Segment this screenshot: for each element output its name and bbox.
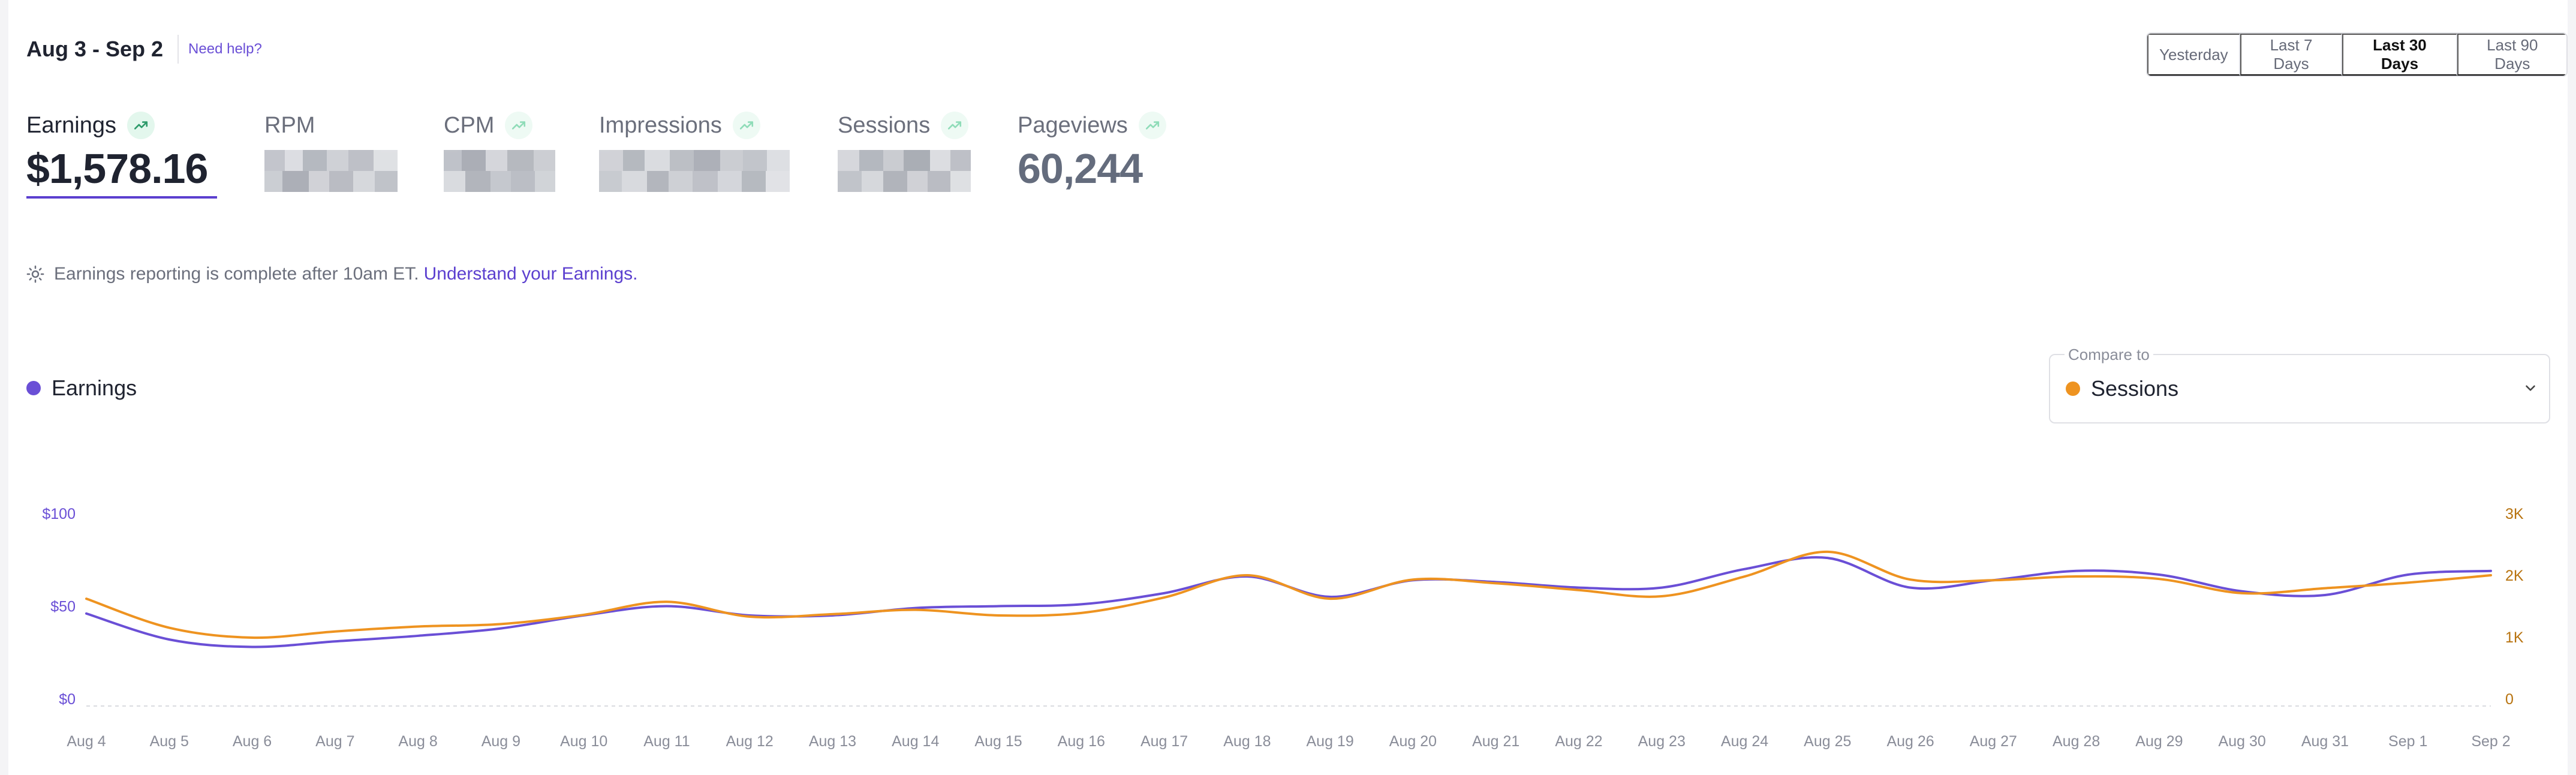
- dashboard-panel: Aug 3 - Sep 2 Need help? Yesterday Last …: [8, 0, 2568, 775]
- x-tick-label: Aug 23: [1638, 733, 1686, 750]
- x-tick-label: Aug 30: [2219, 733, 2266, 750]
- metric-pageviews-label: Pageviews: [1018, 112, 1128, 138]
- divider: [177, 35, 179, 64]
- metric-pageviews-value: 60,244: [1018, 145, 1143, 192]
- x-tick-label: Aug 12: [726, 733, 774, 750]
- trending-up-icon: [505, 112, 533, 139]
- y-left-tick-label: $50: [50, 599, 76, 615]
- x-tick-label: Aug 5: [150, 733, 189, 750]
- need-help-link[interactable]: Need help?: [188, 41, 262, 57]
- notice-text: Earnings reporting is complete after 10a…: [54, 264, 419, 284]
- y-left-tick-label: $100: [42, 506, 76, 522]
- metric-cpm[interactable]: CPM: [444, 109, 555, 192]
- x-tick-label: Aug 31: [2301, 733, 2349, 750]
- earnings-notice: Earnings reporting is complete after 10a…: [26, 264, 638, 284]
- x-tick-label: Aug 29: [2135, 733, 2183, 750]
- x-tick-label: Aug 8: [398, 733, 437, 750]
- date-range-title: Aug 3 - Sep 2: [26, 37, 164, 61]
- compare-to-caption: Compare to: [2065, 346, 2153, 364]
- metric-pageviews[interactable]: Pageviews 60,244: [1018, 109, 1166, 194]
- x-tick-label: Aug 10: [560, 733, 607, 750]
- x-tick-label: Aug 6: [233, 733, 272, 750]
- x-tick-label: Aug 18: [1223, 733, 1271, 750]
- earnings-series-line: [85, 556, 2492, 648]
- x-tick-label: Aug 27: [1970, 733, 2017, 750]
- legend-earnings-label: Earnings: [52, 376, 137, 400]
- metric-rpm[interactable]: RPM: [264, 109, 398, 192]
- metric-impressions-label: Impressions: [599, 112, 722, 138]
- range-last-7-days-button[interactable]: Last 7 Days: [2240, 34, 2343, 76]
- x-tick-label: Aug 20: [1389, 733, 1437, 750]
- y-left-tick-label: $0: [59, 691, 76, 708]
- earnings-legend-dot: [26, 381, 41, 395]
- chevron-down-icon: [2526, 385, 2535, 391]
- date-range-selector: Yesterday Last 7 Days Last 30 Days Last …: [2146, 32, 2568, 77]
- range-last-30-days-button[interactable]: Last 30 Days: [2342, 34, 2457, 76]
- sessions-series-line: [85, 550, 2492, 639]
- x-tick-label: Aug 14: [892, 733, 939, 750]
- x-tick-label: Aug 24: [1721, 733, 1768, 750]
- x-tick-label: Aug 21: [1472, 733, 1519, 750]
- x-tick-label: Aug 19: [1307, 733, 1354, 750]
- metric-cpm-label: CPM: [444, 112, 495, 138]
- date-header: Aug 3 - Sep 2 Need help?: [26, 35, 262, 64]
- x-tick-label: Aug 16: [1058, 733, 1105, 750]
- x-tick-label: Sep 1: [2388, 733, 2427, 750]
- x-tick-label: Aug 4: [67, 733, 106, 750]
- metric-earnings-label: Earnings: [26, 112, 116, 138]
- y-right-tick-label: 2K: [2505, 567, 2524, 584]
- x-tick-label: Aug 9: [482, 733, 520, 750]
- x-tick-label: Aug 25: [1804, 733, 1851, 750]
- range-yesterday-button[interactable]: Yesterday: [2147, 34, 2240, 76]
- x-tick-label: Aug 28: [2053, 733, 2100, 750]
- metric-sessions[interactable]: Sessions: [838, 109, 971, 192]
- metric-sessions-redacted: [838, 150, 971, 192]
- x-tick-label: Aug 15: [974, 733, 1022, 750]
- trending-up-icon: [1138, 112, 1166, 139]
- compare-to-select[interactable]: Compare to Sessions: [2049, 346, 2550, 423]
- trending-up-icon: [732, 112, 760, 139]
- understand-earnings-link[interactable]: Understand your Earnings.: [423, 264, 638, 284]
- y-right-tick-label: 1K: [2505, 629, 2524, 646]
- x-tick-label: Aug 7: [315, 733, 354, 750]
- metric-impressions-redacted: [599, 150, 790, 192]
- trending-up-icon: [941, 112, 969, 139]
- trending-up-icon: [127, 112, 155, 139]
- metric-rpm-redacted: [264, 150, 398, 192]
- y-right-tick-label: 3K: [2505, 506, 2524, 522]
- metric-cpm-redacted: [444, 150, 555, 192]
- metric-rpm-label: RPM: [264, 112, 315, 138]
- x-tick-label: Aug 26: [1886, 733, 1934, 750]
- metric-impressions[interactable]: Impressions: [599, 109, 790, 192]
- metric-earnings[interactable]: Earnings $1,578.16: [26, 109, 217, 199]
- active-metric-underline: [26, 196, 217, 199]
- sessions-legend-dot: [2066, 382, 2080, 396]
- x-tick-label: Aug 11: [643, 733, 690, 750]
- compare-selected-value: Sessions: [2091, 376, 2179, 401]
- x-tick-label: Aug 13: [809, 733, 856, 750]
- x-tick-label: Sep 2: [2471, 733, 2510, 750]
- chart-legend: Earnings: [26, 376, 137, 401]
- y-right-tick-label: 0: [2505, 691, 2514, 708]
- metric-earnings-value: $1,578.16: [26, 145, 208, 192]
- range-last-90-days-button[interactable]: Last 90 Days: [2457, 34, 2566, 76]
- x-tick-label: Aug 22: [1555, 733, 1602, 750]
- x-tick-label: Aug 17: [1140, 733, 1188, 750]
- metric-sessions-label: Sessions: [838, 112, 931, 138]
- earnings-sessions-chart: $0 $50 $100 0 1K 2K 3K Aug 4 Aug 5 Aug 6 Aug 7 Aug …: [42, 506, 2524, 750]
- sun-icon: [26, 265, 44, 283]
